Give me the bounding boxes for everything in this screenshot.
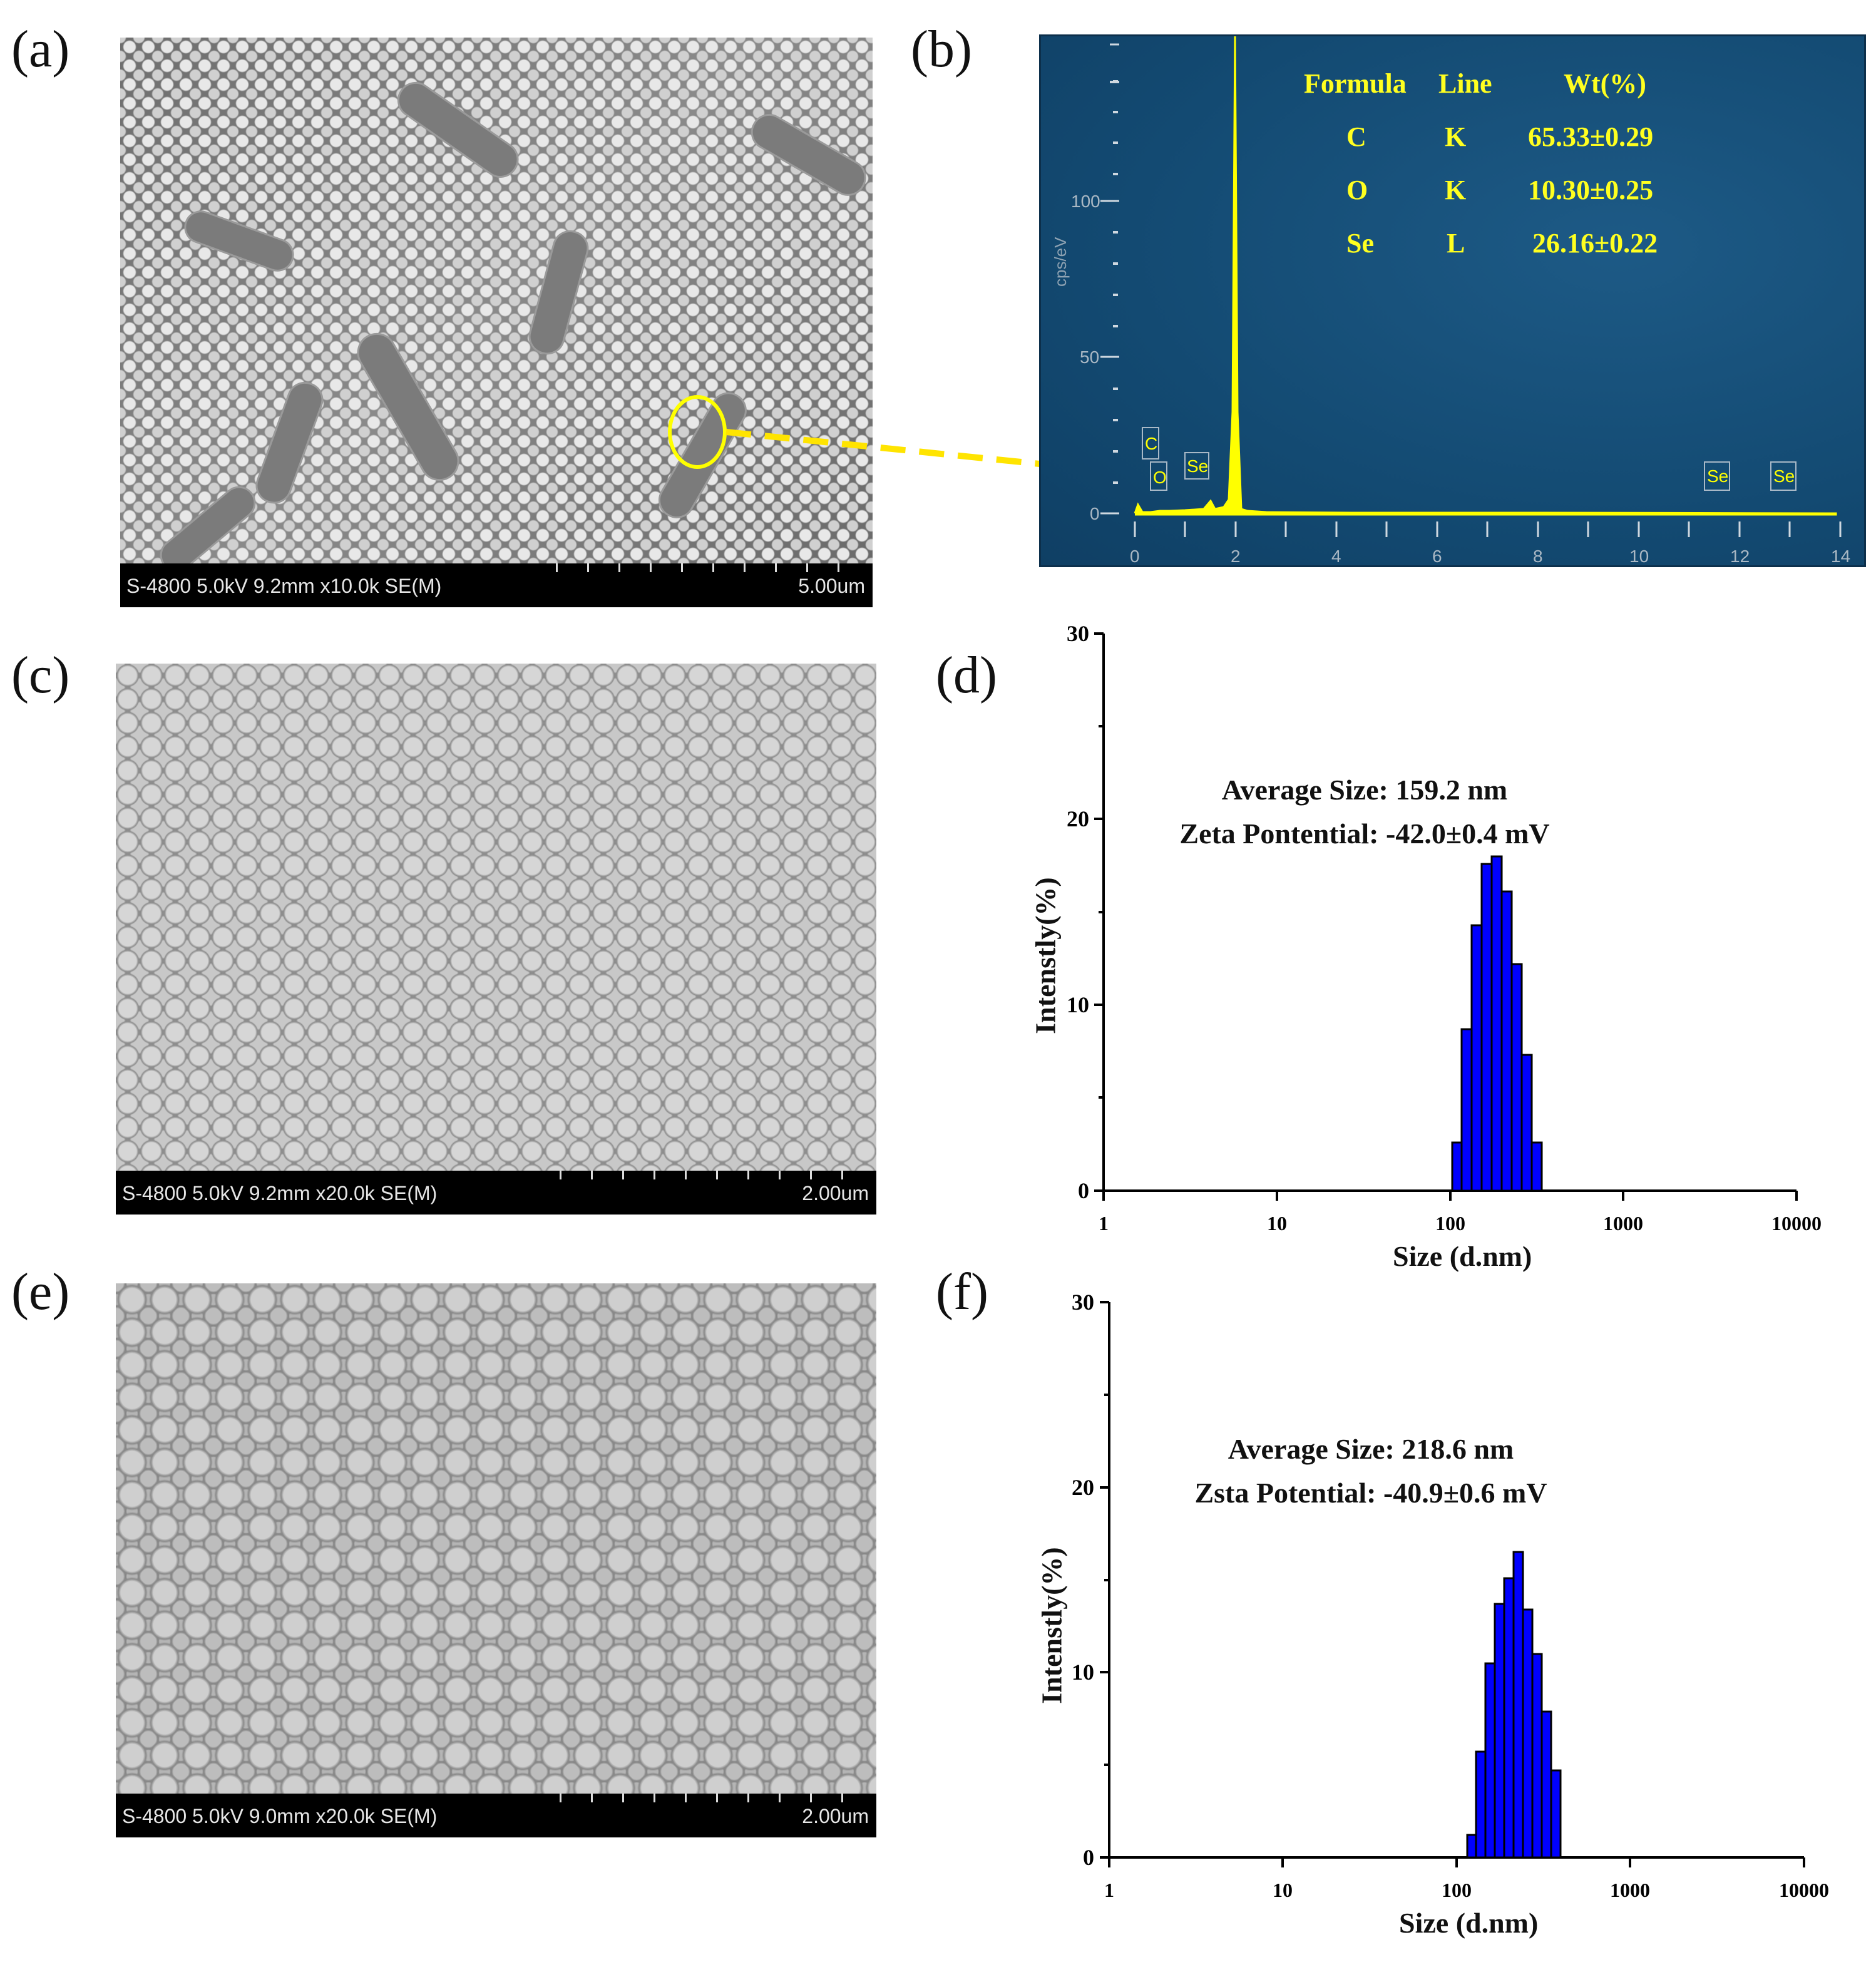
dls-bars-f [1466, 1551, 1562, 1859]
svg-text:1: 1 [1104, 1879, 1114, 1901]
sem-texture [120, 38, 873, 563]
sem-info: S-4800 5.0kV 9.0mm x20.0k SE(M) [122, 1805, 438, 1827]
highlight-circle [668, 395, 727, 469]
eds-header-wt: Wt(%) [1564, 68, 1646, 99]
svg-text:1000: 1000 [1603, 1212, 1643, 1235]
sem-status-bar: S-4800 5.0kV 9.2mm x10.0k SE(M) 5.00um [120, 563, 873, 607]
dls-chart-f: 30 20 10 0 1 10 100 1000 10000 Average Size: … [1002, 1277, 1876, 1964]
panel-label-d: (d) [936, 646, 997, 704]
svg-text:8: 8 [1533, 547, 1543, 565]
svg-text:1: 1 [1099, 1212, 1109, 1235]
x-axis-label: Size (d.nm) [1399, 1907, 1539, 1939]
svg-text:0: 0 [1083, 1845, 1094, 1870]
sem-image-e: S-4800 5.0kV 9.0mm x20.0k SE(M) 2.00um [116, 1283, 876, 1837]
peak-label-c: C [1145, 434, 1157, 453]
svg-text:20: 20 [1072, 1475, 1094, 1500]
eds-spectrum-panel: 100 50 0 cps/eV 0 2 4 6 8 10 12 14 [1039, 34, 1866, 567]
svg-text:4: 4 [1331, 547, 1341, 565]
svg-text:50: 50 [1080, 347, 1099, 367]
eds-chart: 100 50 0 cps/eV 0 2 4 6 8 10 12 14 [1051, 36, 1850, 565]
svg-text:10000: 10000 [1779, 1879, 1829, 1901]
sem-status-bar: S-4800 5.0kV 9.0mm x20.0k SE(M) 2.00um [116, 1794, 876, 1837]
svg-text:100: 100 [1071, 192, 1100, 211]
eds-row-wt: 10.30±0.25 [1528, 175, 1654, 205]
scale-ticks [556, 563, 869, 572]
eds-row-line: L [1447, 228, 1465, 259]
eds-row-wt: 65.33±0.29 [1528, 121, 1654, 152]
peak-label-se: Se [1187, 456, 1208, 476]
svg-text:30: 30 [1072, 1290, 1094, 1315]
sem-texture [116, 1283, 876, 1794]
svg-text:10: 10 [1072, 1660, 1094, 1685]
svg-text:14: 14 [1831, 547, 1850, 565]
panel-label-c: (c) [11, 646, 70, 704]
peak-label-o: O [1153, 468, 1167, 487]
scale-bar-label: 2.00um [802, 1805, 869, 1827]
sem-image-c: S-4800 5.0kV 9.2mm x20.0k SE(M) 2.00um [116, 664, 876, 1215]
svg-text:30: 30 [1067, 621, 1089, 646]
sem-image-a: S-4800 5.0kV 9.2mm x10.0k SE(M) 5.00um [120, 38, 873, 607]
scale-ticks [560, 1794, 873, 1802]
peak-label-se: Se [1707, 466, 1728, 486]
sem-texture [116, 664, 876, 1171]
svg-text:10: 10 [1273, 1879, 1293, 1901]
y-axis-label: Intenstly(%) [1029, 877, 1062, 1034]
eds-row-formula: C [1346, 121, 1366, 152]
dls-bars-d [1451, 855, 1543, 1192]
eds-row-formula: Se [1346, 228, 1374, 259]
sem-info: S-4800 5.0kV 9.2mm x20.0k SE(M) [122, 1182, 438, 1204]
panel-label-b: (b) [911, 20, 972, 78]
y-axis-label: Intenstly(%) [1035, 1547, 1068, 1704]
svg-text:0: 0 [1078, 1178, 1089, 1203]
svg-text:100: 100 [1435, 1212, 1465, 1235]
panel-label-a: (a) [11, 20, 70, 78]
eds-header-line: Line [1438, 68, 1492, 99]
svg-text:10000: 10000 [1771, 1212, 1822, 1235]
eds-row-line: K [1445, 121, 1467, 152]
svg-text:100: 100 [1442, 1879, 1472, 1901]
svg-text:1000: 1000 [1610, 1879, 1650, 1901]
svg-text:20: 20 [1067, 806, 1089, 831]
svg-text:10: 10 [1629, 547, 1649, 565]
scale-ticks [560, 1171, 873, 1179]
average-size-label: Average Size: 159.2 nm [1221, 774, 1508, 806]
dls-chart-d: 30 20 10 0 1 10 100 1000 10000 Average Size: … [1002, 620, 1876, 1283]
svg-text:6: 6 [1432, 547, 1442, 565]
peak-label-se: Se [1773, 466, 1795, 486]
eds-row-line: K [1445, 175, 1467, 205]
sem-info: S-4800 5.0kV 9.2mm x10.0k SE(M) [126, 575, 442, 597]
eds-ylabel: cps/eV [1051, 237, 1070, 287]
svg-text:12: 12 [1730, 547, 1750, 565]
zeta-potential-label: Zsta Potential: -40.9±0.6 mV [1194, 1477, 1547, 1509]
x-axis-label: Size (d.nm) [1393, 1240, 1532, 1272]
eds-row-wt: 26.16±0.22 [1532, 228, 1658, 259]
panel-label-f: (f) [936, 1263, 988, 1321]
sem-rods [160, 81, 866, 572]
svg-text:10: 10 [1267, 1212, 1287, 1235]
sem-status-bar: S-4800 5.0kV 9.2mm x20.0k SE(M) 2.00um [116, 1171, 876, 1215]
scale-bar-label: 2.00um [802, 1182, 869, 1204]
svg-text:2: 2 [1231, 547, 1241, 565]
zeta-potential-label: Zeta Pontential: -42.0±0.4 mV [1179, 818, 1550, 850]
svg-text:0: 0 [1090, 504, 1100, 523]
scale-bar-label: 5.00um [798, 575, 865, 597]
panel-label-e: (e) [11, 1263, 70, 1321]
average-size-label: Average Size: 218.6 nm [1228, 1433, 1514, 1465]
eds-header-formula: Formula [1304, 68, 1407, 99]
svg-text:10: 10 [1067, 992, 1089, 1017]
eds-row-formula: O [1346, 175, 1368, 205]
svg-text:0: 0 [1130, 547, 1140, 565]
